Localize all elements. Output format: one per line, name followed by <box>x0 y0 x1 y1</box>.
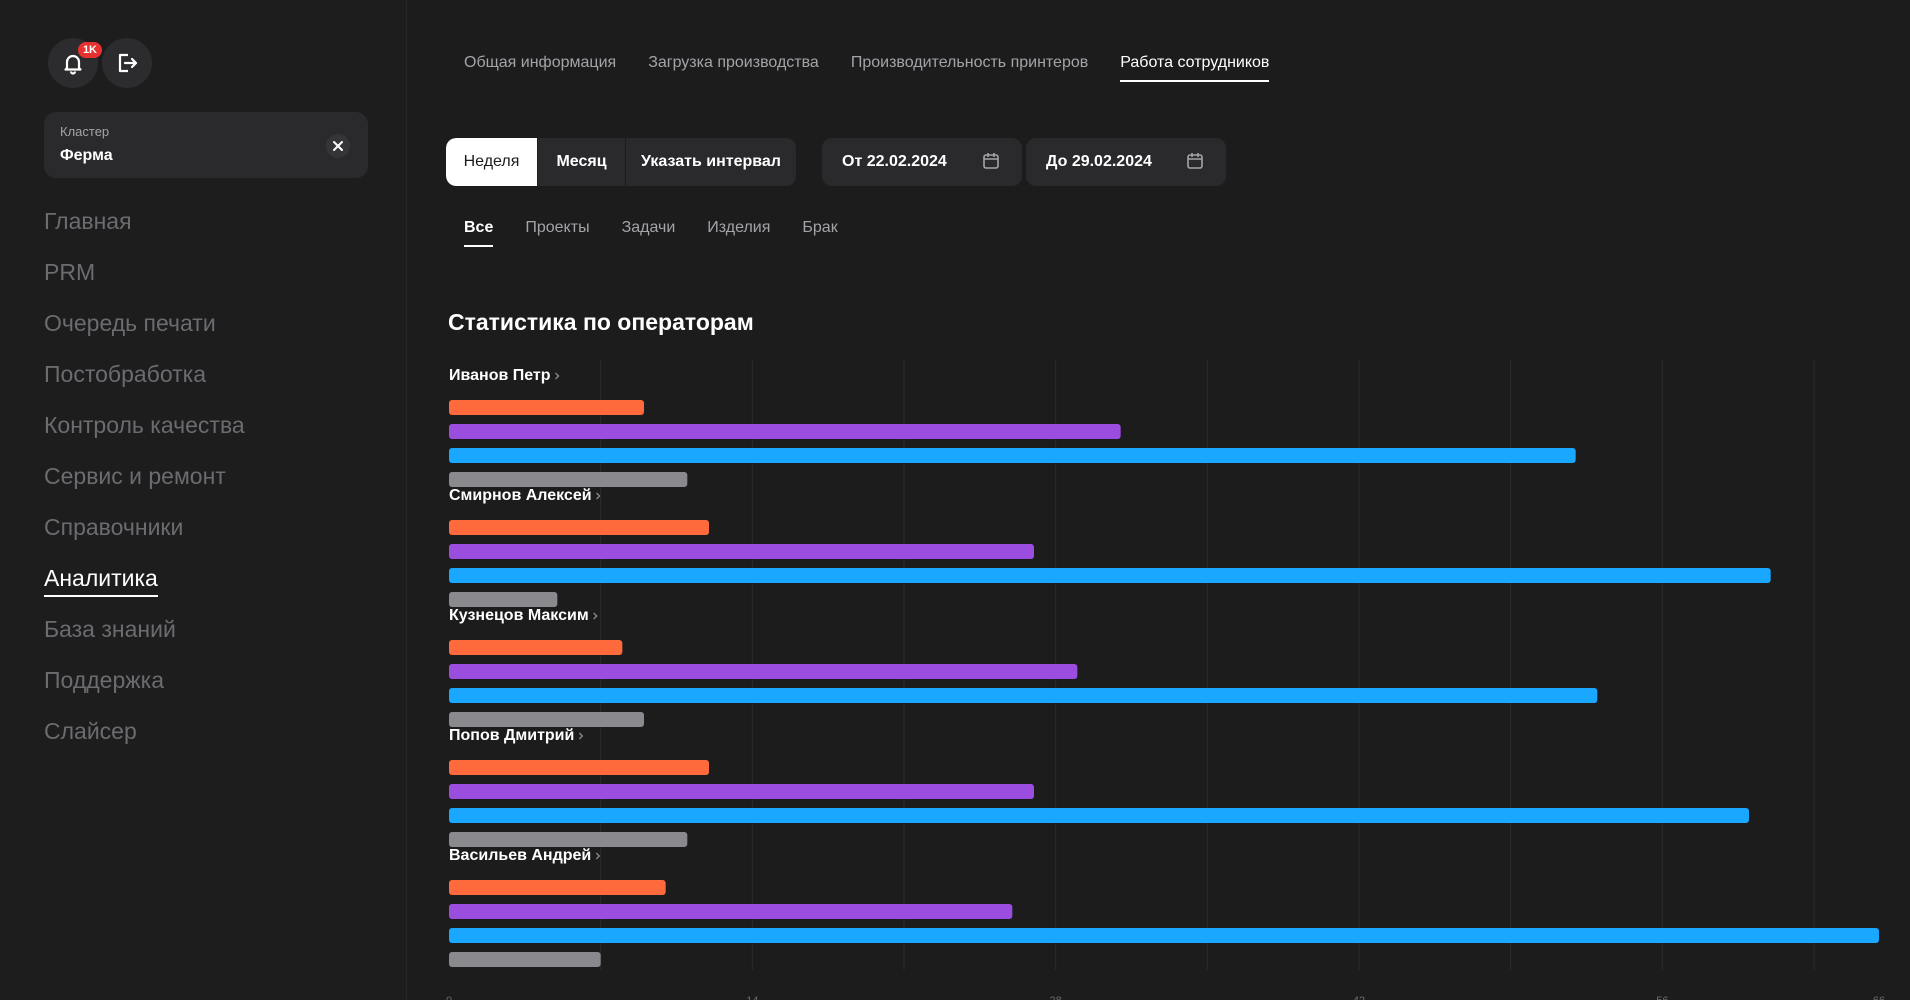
nav-item-label: База знаний <box>44 616 176 642</box>
bar-blue[interactable] <box>449 568 1771 583</box>
x-tick-label: 0 <box>446 995 452 1000</box>
date-from-field[interactable]: От 22.02.2024 <box>822 138 1022 186</box>
period-selector: Неделя Месяц Указать интервал <box>446 138 796 186</box>
bar-gray[interactable] <box>449 832 688 847</box>
main-navigation: Главная PRM Очередь печати Постобработка Кон… <box>44 204 245 765</box>
bar-orange[interactable] <box>449 520 709 535</box>
calendar-icon <box>1187 153 1203 169</box>
analytics-tabs: Общая информация Загрузка производства Про… <box>464 54 1270 82</box>
operator-label[interactable]: Смирнов Алексей <box>449 487 592 504</box>
logout-button[interactable] <box>102 38 152 88</box>
x-tick-label: 28 <box>1050 995 1062 1000</box>
bar-gray[interactable] <box>449 472 688 487</box>
x-tick-label: 14 <box>746 995 758 1000</box>
bar-blue[interactable] <box>449 448 1576 463</box>
nav-item-5[interactable]: Сервис и ремонт <box>44 459 245 510</box>
bar-purple[interactable] <box>449 424 1121 439</box>
bar-purple[interactable] <box>449 544 1034 559</box>
nav-item-label: Сервис и ремонт <box>44 463 226 489</box>
nav-item-4[interactable]: Контроль качества <box>44 408 245 459</box>
bar-purple[interactable] <box>449 904 1013 919</box>
nav-item-label: Очередь печати <box>44 310 216 336</box>
nav-item-9[interactable]: Поддержка <box>44 663 245 714</box>
bar-blue[interactable] <box>449 928 1879 943</box>
chevron-right-icon <box>593 612 598 620</box>
section-title: Статистика по операторам <box>448 309 754 335</box>
notifications-button[interactable]: 1K <box>48 38 102 88</box>
date-from-value: От 22.02.2024 <box>842 153 947 170</box>
x-tick-label: 56 <box>1656 995 1668 1000</box>
nav-item-1[interactable]: PRM <box>44 255 245 306</box>
nav-item-6[interactable]: Справочники <box>44 510 245 561</box>
cluster-selector[interactable]: Кластер Ферма <box>44 112 368 178</box>
date-to-value: До 29.02.2024 <box>1046 153 1152 170</box>
sidebar: 1K Кластер Ферма Главная PRM Очередь печат… <box>0 0 407 1000</box>
bar-purple[interactable] <box>449 664 1078 679</box>
operator-label[interactable]: Попов Дмитрий <box>449 727 574 744</box>
bell-icon <box>64 54 82 75</box>
nav-item-3[interactable]: Постобработка <box>44 357 245 408</box>
bar-gray[interactable] <box>449 952 601 967</box>
chevron-right-icon <box>596 492 601 500</box>
nav-item-label: Аналитика <box>44 565 158 597</box>
bar-gray[interactable] <box>449 592 558 607</box>
nav-item-label: Главная <box>44 208 132 234</box>
tab-item-1[interactable]: Загрузка производства <box>648 54 819 71</box>
nav-item-10[interactable]: Слайсер <box>44 714 245 765</box>
bar-gray[interactable] <box>449 712 644 727</box>
tab-item-3[interactable]: Работа сотрудников <box>1120 54 1270 82</box>
nav-item-label: Контроль качества <box>44 412 245 438</box>
nav-item-2[interactable]: Очередь печати <box>44 306 245 357</box>
cluster-label: Кластер <box>60 124 110 139</box>
nav-item-label: Постобработка <box>44 361 206 387</box>
bar-orange[interactable] <box>449 760 709 775</box>
logout-icon <box>118 53 138 73</box>
cluster-clear-button[interactable] <box>326 134 350 158</box>
operator-label[interactable]: Иванов Петр <box>449 367 551 384</box>
bar-blue[interactable] <box>449 688 1598 703</box>
bar-orange[interactable] <box>449 880 666 895</box>
nav-item-label: Поддержка <box>44 667 164 693</box>
operator-label[interactable]: Васильев Андрей <box>449 847 591 864</box>
nav-item-label: PRM <box>44 259 96 285</box>
stat-filter-tabs: Все Проекты Задачи Изделия Брак <box>464 219 838 247</box>
date-to-field[interactable]: До 29.02.2024 <box>1026 138 1226 186</box>
nav-item-0[interactable]: Главная <box>44 204 245 255</box>
bar-blue[interactable] <box>449 808 1749 823</box>
nav-item-8[interactable]: База знаний <box>44 612 245 663</box>
nav-item-label: Справочники <box>44 514 184 540</box>
notifications-badge: 1K <box>77 42 102 58</box>
filter-tab-item-1[interactable]: Проекты <box>525 219 590 236</box>
chevron-right-icon <box>595 852 601 860</box>
nav-item-7[interactable]: Аналитика <box>44 561 245 612</box>
operator-label[interactable]: Кузнецов Максим <box>449 607 589 624</box>
tab-item-2[interactable]: Производительность принтеров <box>850 54 1089 71</box>
x-tick-label: 42 <box>1353 995 1365 1000</box>
cluster-value: Ферма <box>60 147 113 164</box>
period-option-item-1[interactable]: Месяц <box>538 138 626 186</box>
chevron-right-icon <box>555 372 560 380</box>
bar-purple[interactable] <box>449 784 1034 799</box>
operators-chart: Иванов Петр Смирнов Алексей Кузнецов Макси… <box>446 360 1885 1000</box>
x-tick-label: 66 <box>1873 995 1885 1000</box>
filter-tab-item-0[interactable]: Все <box>464 219 494 247</box>
nav-item-label: Слайсер <box>44 718 137 744</box>
filter-tab-item-4[interactable]: Брак <box>802 219 838 236</box>
close-icon <box>333 141 343 151</box>
bar-orange[interactable] <box>449 400 644 415</box>
filter-tab-item-3[interactable]: Изделия <box>707 219 771 236</box>
period-option-item-0[interactable]: Неделя <box>446 138 538 186</box>
tab-item-0[interactable]: Общая информация <box>464 54 617 71</box>
bar-orange[interactable] <box>449 640 623 655</box>
filter-tab-item-2[interactable]: Задачи <box>621 219 676 236</box>
chevron-right-icon <box>578 732 584 740</box>
calendar-icon <box>983 153 999 169</box>
period-option-item-2[interactable]: Указать интервал <box>641 153 781 170</box>
